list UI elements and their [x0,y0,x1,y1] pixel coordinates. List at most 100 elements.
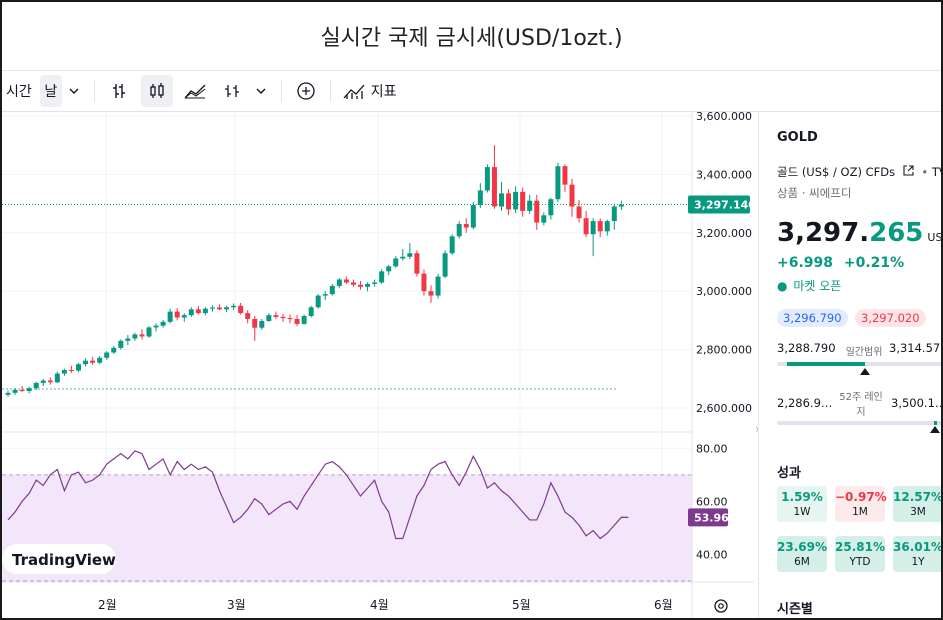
reference-lines [2,203,692,390]
candle [104,351,110,360]
candle-body [280,316,286,319]
candle [125,335,131,346]
performance-1w[interactable]: 1.59% 1W [777,486,827,522]
candle-body [26,388,32,392]
external-link-icon[interactable] [903,165,918,179]
candle-body [111,347,117,353]
chart-type-icon[interactable] [217,75,249,107]
candle-body [294,318,300,324]
candle-body [569,184,575,207]
week52-position-mark [934,421,937,425]
candle [470,202,476,230]
candle [336,278,342,289]
last-price-axis-label: 3,297.140 [688,195,756,214]
price-integer: 3,297. [777,218,870,248]
time-tick-label: 2월 [98,598,117,612]
candle-body [520,191,526,211]
rsi-axis[interactable]: 80.00 60.00 40.00 53.96 [688,442,729,561]
candle-body [358,284,363,287]
time-axis[interactable]: 2월 3월 4월 5월 6월 [98,598,673,612]
candle [562,164,568,192]
performance-3m[interactable]: 12.57% 3M [893,486,942,522]
performance-1y[interactable]: 36.01% 1Y [893,536,942,572]
candles-icon[interactable] [140,75,173,107]
candle-body [576,206,582,219]
candle [484,164,490,193]
performance-1m[interactable]: −0.97% 1M [835,486,887,522]
compare-add-icon[interactable] [290,75,322,107]
candle-body [442,253,448,277]
candle-body [583,218,589,235]
bid-price: 3,296.790 [777,309,848,327]
candle [407,243,413,260]
indicators-button[interactable]: 지표 [339,75,401,107]
chevron-down-icon[interactable] [62,75,86,107]
performance-6m[interactable]: 23.69% 6M [777,536,827,572]
candle [252,316,258,341]
candle-body [329,285,335,295]
candle [224,305,230,313]
candle [301,314,307,325]
performance-value: −0.97% [835,490,887,504]
candle [421,269,427,296]
candle-body [40,380,46,383]
candle-body [548,199,554,216]
day-range-label: 일간범위 [845,347,883,358]
bar-chart-icon[interactable] [103,75,135,107]
candle-body [365,283,371,287]
candle [365,282,371,292]
week52-marker-icon [930,426,940,433]
change-percent: +0.21% [843,255,905,271]
tradingview-watermark[interactable]: TradingView [2,544,116,574]
rsi-tick-label: 60.00 [696,495,728,508]
settings-gear-icon[interactable] [714,599,728,613]
candle-body [315,295,321,308]
symbol-details-panel: GOLD 골드 (US$ / OZ) CFDs • TVC 상품 · 씨에프디 … [758,112,942,618]
performance-period: 6M [794,556,810,568]
candle-body [33,382,39,389]
change-value: +6.998 [777,255,834,271]
performance-ytd[interactable]: 25.81% YTD [835,536,885,572]
area-chart-icon[interactable] [179,75,211,107]
candle [83,358,89,367]
sidebar-collapse-handle[interactable]: › [755,422,765,462]
candle-body [456,224,462,237]
symbol-description-line: 골드 (US$ / OZ) CFDs • TVC [777,164,941,180]
candle-body [350,282,356,285]
candle-body [428,291,434,296]
ask-price: 3,297.020 [855,309,926,327]
interval-label[interactable]: 시간 [6,84,32,100]
symbol-name[interactable]: GOLD [777,130,818,145]
candle-body [19,389,25,392]
candle [97,356,103,365]
chart-area[interactable]: 3,600.000 3,400.000 3,200.000 3,000.000 2,80… [2,110,756,620]
candle [569,178,575,217]
performance-title: 성과 [777,466,801,481]
performance-value: 36.01% [893,540,942,554]
candle [428,285,434,303]
chart-svg[interactable]: 3,600.000 3,400.000 3,200.000 3,000.000 2,80… [2,110,756,620]
last-price: 3,297.265USD [777,218,941,248]
candle-body [604,221,610,232]
candle [181,313,187,322]
candle [315,294,321,309]
candle-body [5,392,11,395]
candle [513,186,519,213]
day-range-bar [777,362,941,366]
candle-body [188,309,194,316]
candle-body [301,316,307,324]
candle [238,302,244,315]
rsi-series [7,450,629,540]
price-axis[interactable]: 3,600.000 3,400.000 3,200.000 3,000.000 2,80… [688,110,756,415]
candle-body [47,380,53,383]
candle [217,304,222,311]
candle-body [217,307,222,310]
symbol-source[interactable]: TVC [931,165,941,179]
candle [400,248,406,261]
interval-day-button[interactable]: 날 [39,75,62,107]
candle [12,388,18,395]
chevron-down-icon[interactable] [249,75,273,107]
week52-bar [777,421,941,425]
performance-value: 12.57% [893,490,942,504]
